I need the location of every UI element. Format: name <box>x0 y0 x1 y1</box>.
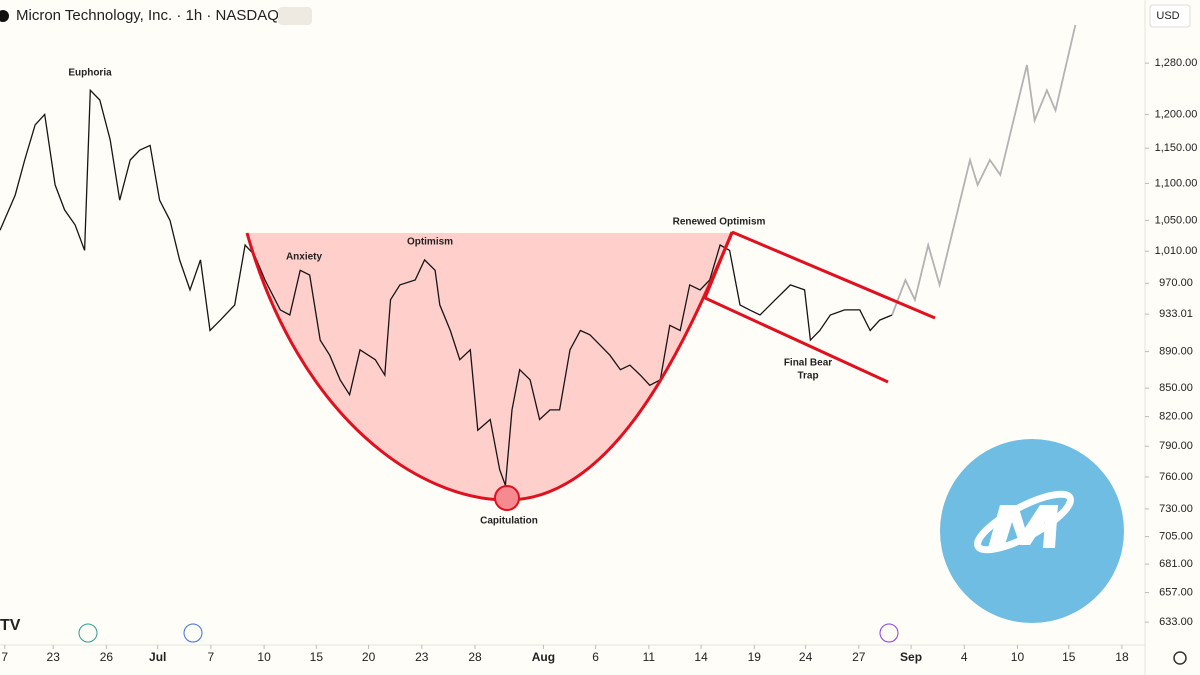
y-tick-label: 633.00 <box>1159 616 1193 628</box>
y-tick-label: 1,200.00 <box>1155 108 1198 120</box>
status-badge <box>278 7 312 25</box>
annotation: Final Bear <box>784 358 832 369</box>
currency: USD <box>1156 10 1179 22</box>
y-tick-label: 890.00 <box>1159 346 1193 358</box>
x-tick-label: 20 <box>362 650 376 664</box>
x-tick-label: 7 <box>1 650 8 664</box>
y-tick-label: 1,010.00 <box>1155 245 1198 257</box>
tv-logo: TV <box>0 617 21 634</box>
x-tick-label: 15 <box>310 650 324 664</box>
price-line <box>891 24 1077 316</box>
x-tick-label: 24 <box>799 650 813 664</box>
x-tick-label: 23 <box>47 650 61 664</box>
annotation: Capitulation <box>480 516 538 527</box>
y-tick-label: 790.00 <box>1159 440 1193 452</box>
y-tick-label: 1,100.00 <box>1155 177 1198 189</box>
y-tick-label: 1,050.00 <box>1155 214 1198 226</box>
annotation: Trap <box>797 371 818 382</box>
chart-title: Micron Technology, Inc. · 1h · NASDAQ <box>16 7 279 24</box>
cup-area <box>247 233 732 500</box>
y-tick-label: 933.01 <box>1159 308 1193 320</box>
annotation: Euphoria <box>68 68 112 79</box>
annotation: Renewed Optimism <box>673 217 766 228</box>
x-tick-label: 11 <box>643 650 656 664</box>
channel-lines <box>703 230 936 384</box>
x-tick-label: 10 <box>257 650 271 664</box>
x-tick-label: 18 <box>1115 650 1129 664</box>
x-tick-label: 6 <box>592 650 599 664</box>
y-tick-label: 681.00 <box>1159 558 1193 570</box>
x-tick-label: Aug <box>532 650 555 664</box>
y-tick-label: 657.00 <box>1159 586 1193 598</box>
annotation: Optimism <box>407 237 453 248</box>
y-tick-label: 850.00 <box>1159 382 1193 394</box>
y-axis-panel <box>1145 0 1200 675</box>
settings-icon[interactable] <box>1173 651 1187 665</box>
y-tick-label: 970.00 <box>1159 277 1193 289</box>
x-tick-label: 26 <box>100 650 114 664</box>
x-tick-label: 4 <box>961 650 968 664</box>
x-tick-label: 27 <box>852 650 866 664</box>
x-tick-label: Jul <box>149 650 166 664</box>
y-tick-label: 1,280.00 <box>1155 57 1198 69</box>
x-tick-label: 10 <box>1011 650 1025 664</box>
x-tick-label: 23 <box>415 650 429 664</box>
logo-m <box>988 505 1058 548</box>
y-tick-label: 820.00 <box>1159 411 1193 423</box>
x-tick-label: 19 <box>748 650 762 664</box>
x-tick-label: 7 <box>208 650 215 664</box>
symbol-icon <box>0 10 9 22</box>
event-icon[interactable] <box>879 623 899 643</box>
x-tick-label: 15 <box>1062 650 1076 664</box>
dividend-icon[interactable] <box>183 623 203 643</box>
x-tick-label: Sep <box>900 650 922 664</box>
y-tick-label: 730.00 <box>1159 503 1193 515</box>
y-tick-label: 760.00 <box>1159 471 1193 483</box>
capitulation-marker <box>494 485 520 511</box>
currency-box[interactable] <box>1149 4 1191 28</box>
x-tick-label: 14 <box>694 650 708 664</box>
x-tick-label: 28 <box>468 650 482 664</box>
y-tick-label: 1,150.00 <box>1155 142 1198 154</box>
y-tick-label: 705.00 <box>1159 530 1193 542</box>
earnings-icon[interactable] <box>78 623 98 643</box>
annotation: Anxiety <box>286 252 323 263</box>
